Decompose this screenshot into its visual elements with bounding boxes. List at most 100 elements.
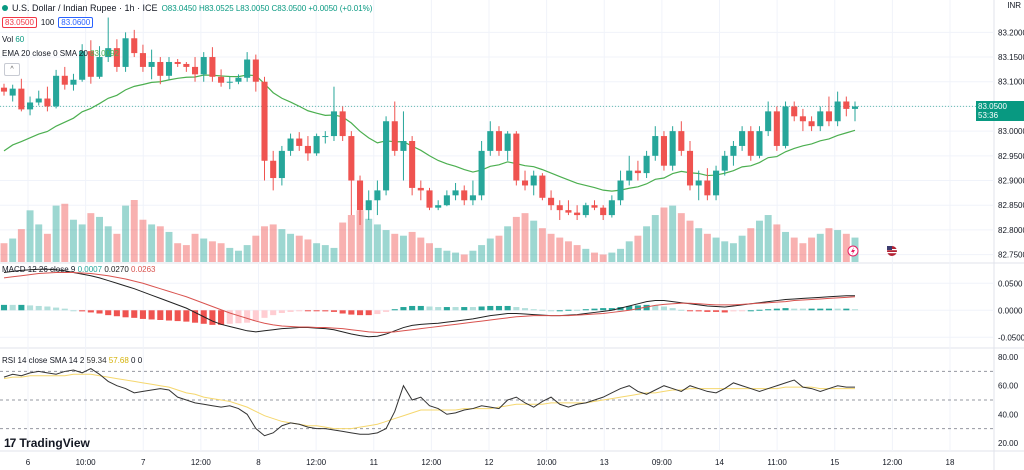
candle-body (374, 190, 381, 201)
time-axis-label: 13 (600, 458, 609, 467)
macd-layer (0, 268, 859, 338)
candle-body (443, 195, 450, 206)
time-axis-label: 12:00 (306, 458, 327, 467)
candle-body (9, 88, 16, 96)
rsi-line (3, 367, 855, 437)
sell-price-button[interactable]: 83.0500 (2, 17, 37, 28)
candle-body (174, 61, 181, 64)
volume-bar (347, 215, 355, 262)
macd-hist-bar (461, 307, 468, 311)
macd-hist-bar (157, 310, 164, 320)
candle-body (600, 207, 607, 216)
macd-hist-bar (9, 304, 16, 311)
macd-axis-label: 0.0000 (998, 306, 1023, 315)
macd-axis-label: -0.0500 (998, 333, 1024, 342)
rsi-axis-label: 60.00 (998, 382, 1019, 391)
volume-bar (391, 233, 399, 262)
candle-body (400, 141, 407, 151)
candle-body (565, 210, 572, 213)
time-axis-label: 14 (715, 458, 724, 467)
macd-hist-bar (747, 310, 754, 312)
macd-hist-bar (591, 308, 598, 311)
macd-hist-bar (148, 310, 155, 320)
candle-body (478, 150, 485, 196)
volume-bar (478, 245, 486, 262)
symbol-title[interactable]: U.S. Dollar / Indian Rupee · 1h · ICE (12, 3, 158, 13)
rsi-legend[interactable]: RSI 14 close SMA 14 2 59.34 57.68 0 0 (2, 356, 142, 365)
time-axis-label: 11:00 (767, 458, 787, 467)
volume-bar (122, 205, 130, 262)
volume-bar (104, 226, 112, 262)
lightning-event-icon[interactable] (847, 245, 859, 257)
candle-body (686, 150, 694, 186)
time-axis-label: 6 (26, 458, 31, 467)
macd-hist-bar (521, 308, 529, 311)
time-axis-label: 7 (141, 458, 146, 467)
collapse-legend-button[interactable]: ^ (4, 63, 20, 76)
macd-signal-line (3, 271, 856, 333)
volume-bar (790, 237, 798, 262)
volume-bar (313, 243, 321, 262)
candle-body (435, 205, 442, 208)
candle-body (304, 145, 311, 154)
volume-bar (608, 252, 616, 262)
ema-label: EMA 20 close 0 SMA 20 (2, 49, 88, 58)
candle-body (131, 38, 138, 54)
candle-body (383, 121, 390, 191)
macd-hist-bar (44, 306, 51, 311)
time-axis-label: 10:00 (76, 458, 97, 467)
candle-body (539, 175, 546, 198)
last-price-value: 83.0500 (978, 102, 1007, 112)
macd-hist-bar (730, 310, 737, 312)
macd-hist-bar (513, 307, 520, 311)
candle-body (669, 131, 676, 166)
macd-hist-bar (556, 310, 563, 312)
macd-hist-bar (843, 308, 850, 311)
market-open-dot (2, 5, 8, 11)
volume-bar (234, 250, 242, 262)
tradingview-logo[interactable]: 17 TradingView (4, 436, 90, 450)
macd-legend[interactable]: MACD 12 26 close 9 0.0007 0.0270 0.0263 (2, 265, 155, 274)
buy-price-button[interactable]: 83.0600 (58, 17, 94, 28)
us-flag-event-icon[interactable] (887, 246, 897, 256)
volume-bar (417, 237, 425, 262)
price-axis-label: 83.2000 (998, 28, 1024, 37)
candle-body (183, 63, 190, 67)
macd-hist-bar (400, 307, 407, 311)
macd-hist-bar (165, 310, 173, 321)
price-axis-label: 83.1000 (998, 78, 1024, 87)
macd-hist-bar (834, 308, 841, 311)
candle-body (626, 170, 633, 181)
time-axis-label: 12:00 (191, 458, 212, 467)
time-axis-label: 18 (946, 458, 955, 467)
last-price-tag: 83.0500 53:36 (976, 101, 1024, 122)
rsi-sma-value: 57.68 (108, 356, 129, 365)
volume-bar (78, 224, 86, 262)
rsi-layer (0, 367, 994, 437)
macd-hist-bar (131, 310, 138, 318)
macd-hist-bar (61, 308, 68, 311)
volume-bar (165, 231, 173, 262)
macd-hist-bar (174, 310, 181, 322)
macd-hist-bar (773, 308, 780, 311)
candle-body (35, 98, 42, 103)
volume-bar (547, 233, 555, 262)
macd-hist-bar (851, 309, 859, 311)
macd-hist-bar (530, 309, 537, 311)
candle-body (834, 101, 841, 122)
candle-body (105, 48, 112, 58)
price-axis-label: 82.9000 (998, 177, 1024, 186)
macd-hist-bar (70, 310, 77, 312)
volume-bar (287, 233, 295, 262)
volume-bar (0, 243, 8, 262)
volume-bar (564, 241, 572, 262)
volume-bar (599, 254, 607, 262)
candle-body (226, 81, 233, 83)
ema-legend[interactable]: EMA 20 close 0 SMA 20 83.0092 (2, 49, 119, 58)
volume-bar (174, 243, 182, 262)
candle-body (70, 79, 77, 85)
macd-hist-bar (96, 310, 103, 314)
volume-bar (712, 237, 720, 262)
volume-legend[interactable]: Vol 60 (2, 35, 24, 44)
